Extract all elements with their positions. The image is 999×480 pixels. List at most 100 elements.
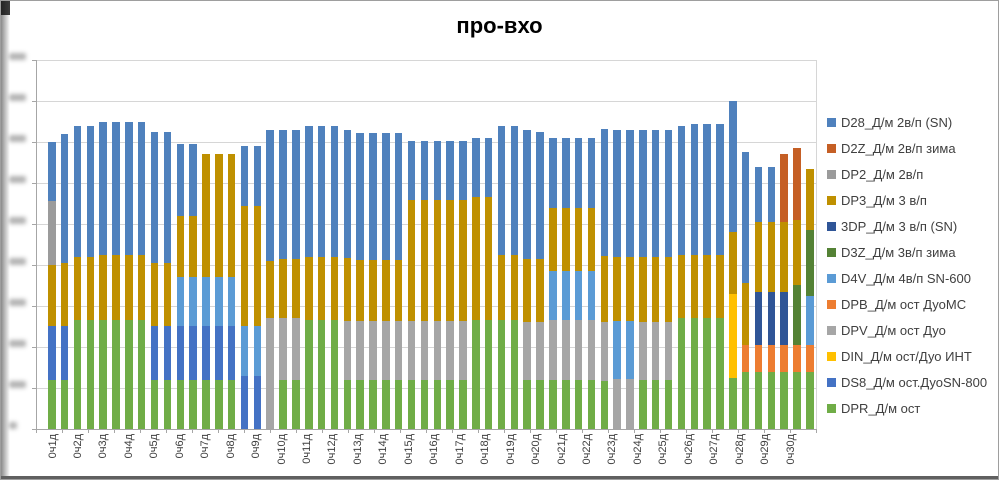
- x-axis-tick: [712, 429, 713, 433]
- bar-segment-dpr: [60, 379, 69, 429]
- x-axis-tick: [790, 429, 791, 433]
- bar-segment-dpr: [382, 379, 390, 429]
- bar-segment-ds8: [240, 375, 249, 429]
- bar-segment-dpv: [292, 318, 300, 380]
- bar-segment-dpr: [305, 320, 313, 429]
- stacked-bar: [215, 154, 223, 429]
- x-axis-label: 0ч6д: [173, 434, 186, 459]
- y-axis-label-blurred: [9, 176, 26, 183]
- legend-label: DS8_Д/м ост.ДуоSN-800: [841, 374, 988, 390]
- legend-swatch-icon: [827, 299, 836, 309]
- bar-segment-dpr: [86, 320, 95, 429]
- stacked-bar: [587, 137, 596, 429]
- bar-segment-ds8: [150, 326, 159, 380]
- x-axis-tick: [374, 429, 375, 433]
- x-axis-label: 0ч22д: [580, 434, 593, 465]
- x-axis-label: 0ч14д: [377, 434, 390, 465]
- bar-segment-dpb: [793, 344, 801, 372]
- x-axis-label: 0ч18д: [479, 434, 492, 465]
- bar-segment-dpr: [716, 318, 724, 429]
- bar-segment-dp3: [600, 256, 609, 322]
- bar-segment-d28: [176, 144, 184, 216]
- stacked-bar: [459, 140, 467, 429]
- bar-segment-d28: [137, 121, 146, 255]
- bar-segment-dp3: [292, 258, 300, 319]
- legend-item-dp2: DP2_Д/м 2в/п: [827, 167, 923, 182]
- x-axis-tick: [634, 429, 635, 433]
- x-axis-line: [36, 429, 817, 430]
- bar-segment-dpr: [227, 379, 236, 429]
- stacked-bar: [369, 132, 377, 429]
- bar-segment-dpr: [651, 379, 660, 429]
- bar-segment-dp3: [150, 262, 159, 327]
- bar-segment-dp3: [523, 258, 531, 323]
- bar-segment-dpr: [99, 320, 107, 429]
- stacked-bar: [266, 129, 274, 429]
- bar-segment-dpv: [626, 378, 634, 429]
- bar-segment-dpb: [767, 344, 776, 372]
- bar-segment-dpv: [536, 322, 544, 380]
- bar-segment-dpr: [73, 320, 82, 429]
- bar-segment-d28: [716, 123, 724, 255]
- stacked-bar: [497, 125, 506, 429]
- bar-segment-d3z: [806, 230, 814, 296]
- bar-segment-d4v: [562, 271, 570, 321]
- bar-segment-dp3: [433, 200, 441, 322]
- stacked-bar: [202, 154, 210, 429]
- bar-segment-dp3: [99, 254, 107, 321]
- bar-segment-dp3: [253, 205, 262, 327]
- bar-segment-d28: [729, 101, 737, 233]
- bar-segment-d28: [99, 121, 107, 255]
- stacked-bar: [394, 132, 403, 429]
- bar-segment-dpv: [407, 321, 416, 380]
- bar-segment-dp3: [484, 197, 493, 321]
- image-bottom-border: [1, 476, 998, 479]
- legend-item-3dp: 3DP_Д/м 3 в/п (SN): [827, 219, 957, 234]
- bar-segment-dp3: [651, 256, 660, 323]
- legend-swatch-icon: [827, 403, 836, 413]
- legend-label: D2Z_Д/м 2в/п зима: [841, 140, 956, 156]
- bar-segment-d28: [253, 146, 262, 206]
- bar-segment-d28: [330, 125, 339, 257]
- bar-segment-dpr: [639, 379, 647, 429]
- x-axis-label: 0ч21д: [555, 434, 568, 465]
- bar-segment-ds8: [163, 326, 172, 380]
- bar-segment-d28: [163, 131, 172, 263]
- stacked-bar: [253, 146, 262, 429]
- stacked-bar: [176, 144, 184, 429]
- bar-segment-dpr: [356, 379, 364, 429]
- bar-segment-dpb: [741, 344, 750, 372]
- bar-segment-dpr: [741, 371, 750, 429]
- bar-segment-dp3: [767, 221, 776, 292]
- bar-segment-dpr: [150, 379, 159, 429]
- bar-segment-dp3: [703, 254, 711, 319]
- x-axis-tick: [556, 429, 557, 433]
- x-axis-tick: [764, 429, 765, 433]
- y-axis-tick: [32, 347, 36, 348]
- bar-segment-dpr: [793, 371, 801, 429]
- bar-segment-dp3: [279, 258, 287, 319]
- bar-segment-dpr: [189, 379, 197, 429]
- bar-segment-dp3: [343, 258, 352, 322]
- legend-swatch-icon: [827, 221, 836, 231]
- y-axis-label-blurred: [9, 299, 26, 306]
- bar-segment-dp3: [754, 221, 763, 292]
- stacked-bar: [99, 121, 107, 430]
- stacked-bar: [754, 166, 763, 429]
- bar-segment-d28: [86, 125, 95, 257]
- bar-segment-dpv: [574, 320, 583, 380]
- bar-segment-dpr: [729, 377, 737, 429]
- legend-swatch-icon: [827, 377, 836, 387]
- bar-segment-d4v: [587, 271, 596, 321]
- x-axis-label: 0ч4д: [122, 434, 135, 459]
- stacked-bar: [741, 152, 750, 429]
- bar-segment-dpv: [562, 320, 570, 380]
- bar-segment-dp3: [73, 256, 82, 321]
- bar-segment-dpr: [754, 371, 763, 429]
- bar-segment-dp3: [613, 257, 621, 321]
- bar-segment-d28: [639, 129, 647, 257]
- stacked-bar: [446, 140, 454, 429]
- y-axis-tick: [32, 265, 36, 266]
- bar-segment-d4v: [574, 271, 583, 321]
